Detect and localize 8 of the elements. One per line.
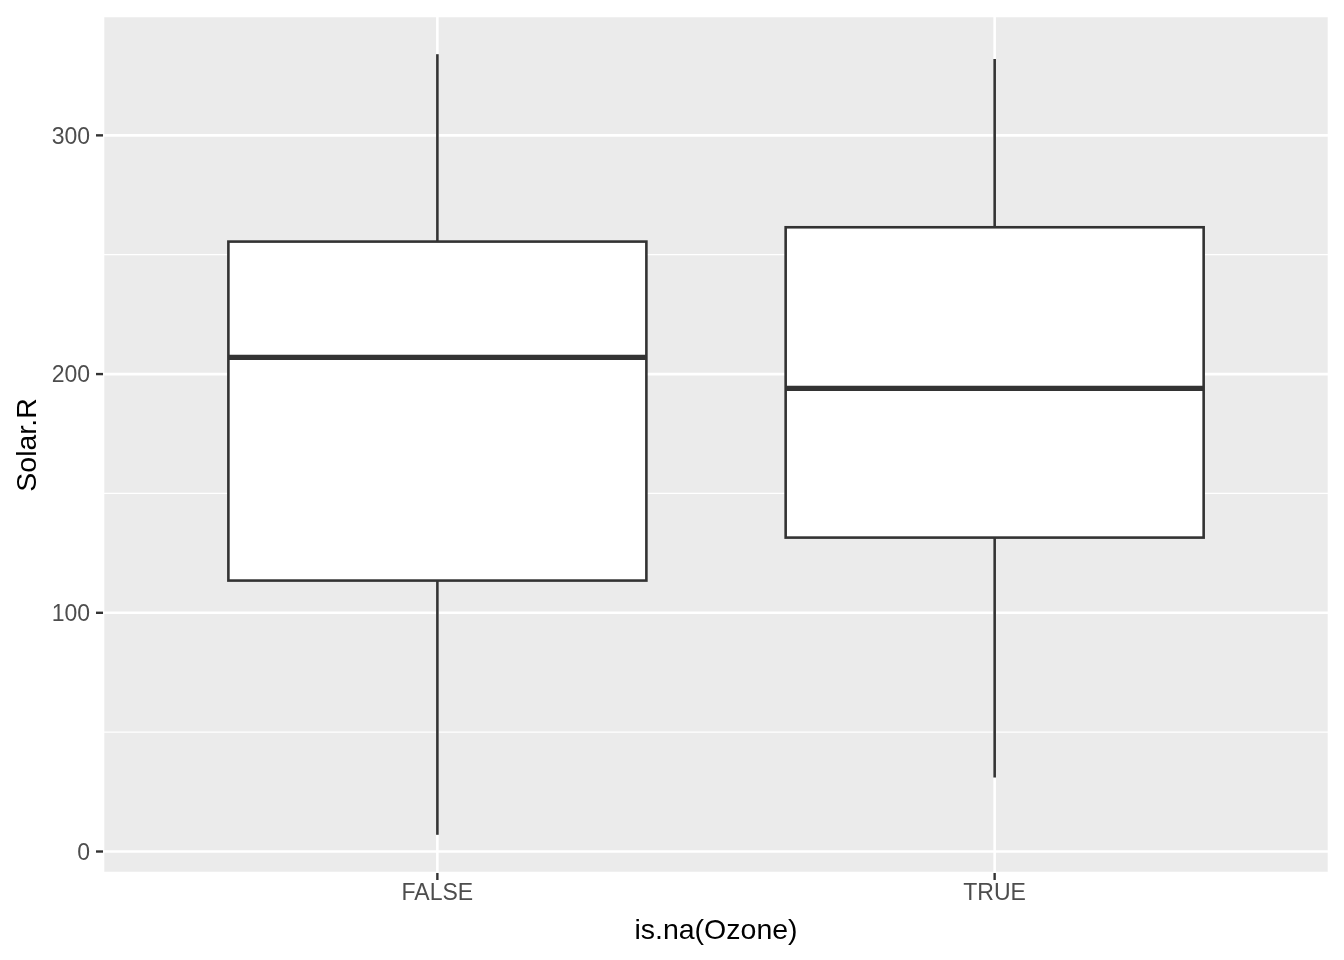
y-axis-title: Solar.R <box>9 397 42 492</box>
y-tick-label: 300 <box>51 122 90 149</box>
x-axis-title: is.na(Ozone) <box>634 912 798 945</box>
x-tick-label: TRUE <box>963 879 1026 906</box>
y-tick-label: 200 <box>51 361 90 388</box>
x-tick-label: FALSE <box>401 879 474 906</box>
y-tick-label: 0 <box>77 838 90 865</box>
y-tick-label: 100 <box>51 599 90 626</box>
